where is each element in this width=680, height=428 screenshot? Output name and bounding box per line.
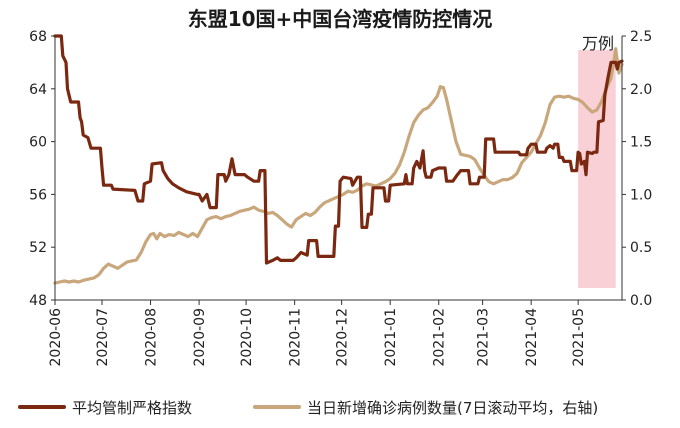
legend-item-new-cases: 当日新增确诊病例数量(7日滚动平均，右轴)	[253, 399, 598, 417]
x-tick-label: 2020-09	[192, 308, 208, 367]
x-tick-label: 2020-10	[239, 308, 255, 367]
x-tick-label: 2021-01	[383, 308, 399, 367]
series-line-stringency-index	[53, 34, 624, 265]
right-y-tick-label: 0.0	[630, 293, 652, 309]
legend: 平均管制严格指数 当日新增确诊病例数量(7日滚动平均，右轴)	[18, 399, 598, 417]
left-y-tick-label: 68	[29, 29, 47, 45]
legend-label: 平均管制严格指数	[72, 399, 192, 417]
left-y-tick-label: 48	[29, 293, 47, 309]
x-tick-label: 2020-08	[144, 308, 160, 367]
left-y-tick-label: 56	[29, 187, 47, 203]
axis-layer: 48 52 56 60 64 68 0.0 0.5 1.0 1.5 2.0 2.5 2020-06 202…	[29, 29, 652, 367]
right-y-tick-label: 1.0	[630, 187, 652, 203]
x-tick-label: 2020-07	[95, 308, 111, 367]
x-tick-label: 2020-11	[288, 308, 304, 367]
right-y-tick-label: 1.5	[630, 135, 652, 151]
left-y-tick-label: 64	[29, 82, 47, 98]
series-layer	[53, 34, 624, 285]
right-axis-unit-label: 万例	[582, 34, 614, 53]
legend-label: 当日新增确诊病例数量(7日滚动平均，右轴)	[307, 399, 598, 417]
left-y-tick-label: 60	[29, 135, 47, 151]
x-tick-label: 2021-03	[476, 308, 492, 367]
right-y-tick-label: 2.0	[630, 82, 652, 98]
right-y-tick-label: 2.5	[630, 29, 652, 45]
right-y-tick-label: 0.5	[630, 240, 652, 256]
x-tick-label: 2021-02	[432, 308, 448, 367]
x-tick-label: 2020-12	[335, 308, 351, 367]
series-line-new-cases	[53, 47, 624, 285]
x-tick-label: 2021-04	[524, 308, 540, 367]
legend-item-stringency-index: 平均管制严格指数	[18, 399, 192, 417]
left-y-tick-label: 52	[29, 240, 47, 256]
x-tick-label: 2021-05	[571, 308, 587, 367]
chart-title: 东盟10国+中国台湾疫情防控情况	[188, 7, 493, 31]
x-tick-label: 2020-06	[48, 308, 64, 367]
